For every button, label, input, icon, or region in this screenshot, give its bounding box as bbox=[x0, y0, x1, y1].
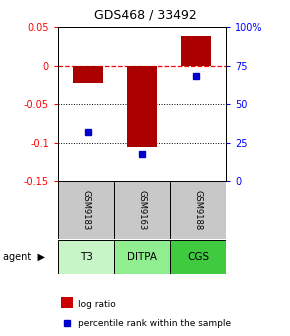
Text: agent  ▶: agent ▶ bbox=[3, 252, 45, 262]
Text: GSM9163: GSM9163 bbox=[137, 190, 147, 230]
Text: T3: T3 bbox=[79, 252, 93, 262]
Bar bbox=[182, 36, 211, 66]
Text: DITPA: DITPA bbox=[127, 252, 157, 262]
Bar bbox=[61, 297, 72, 308]
Bar bbox=[73, 66, 103, 83]
Bar bbox=[114, 181, 170, 239]
Text: CGS: CGS bbox=[187, 252, 209, 262]
Bar bbox=[58, 240, 114, 274]
Bar bbox=[114, 240, 170, 274]
Bar bbox=[170, 240, 226, 274]
Bar bbox=[127, 66, 157, 146]
Text: GSM9183: GSM9183 bbox=[81, 190, 90, 230]
Bar bbox=[170, 181, 226, 239]
Text: log ratio: log ratio bbox=[78, 300, 116, 308]
Text: percentile rank within the sample: percentile rank within the sample bbox=[78, 319, 231, 328]
Bar bbox=[58, 181, 114, 239]
Text: GDS468 / 33492: GDS468 / 33492 bbox=[94, 8, 196, 22]
Text: GSM9188: GSM9188 bbox=[194, 190, 203, 230]
